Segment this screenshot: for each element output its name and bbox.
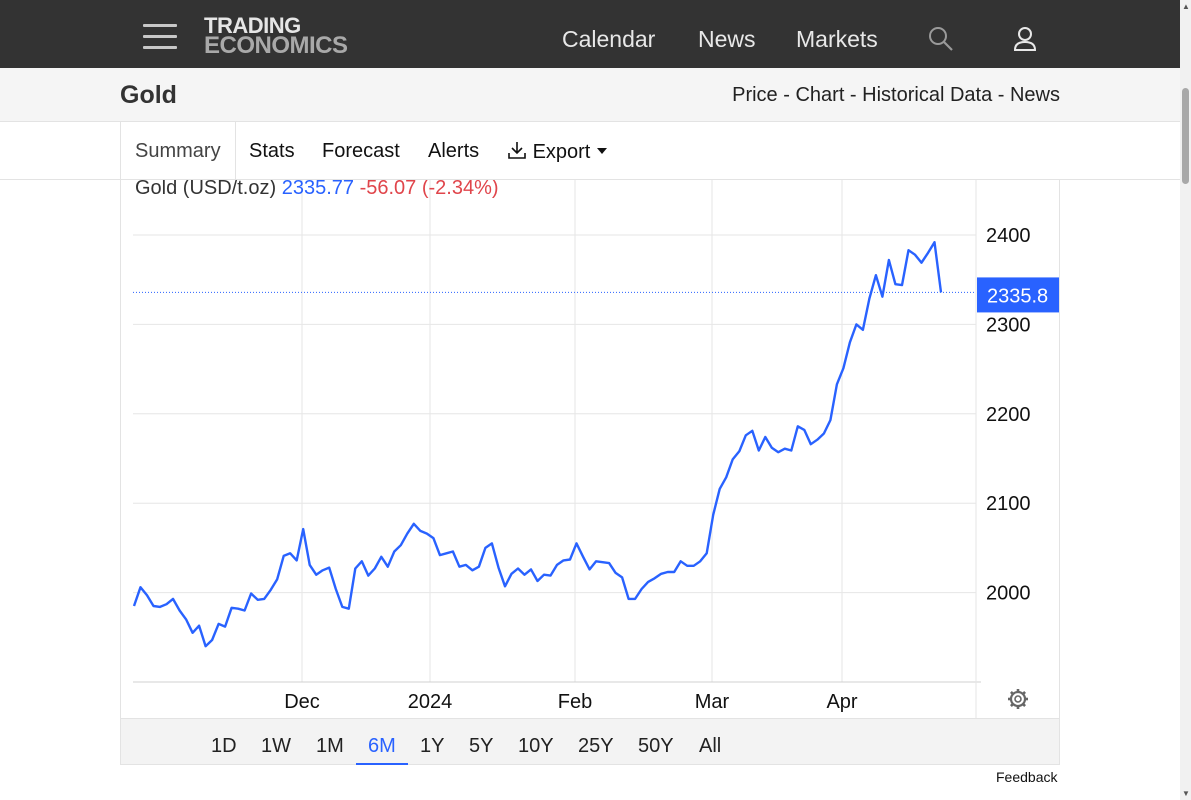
hamburger-menu-icon[interactable] — [143, 24, 177, 50]
price-chart[interactable]: 2000 2100 2200 2300 2400 Dec 2024 Feb Mar Apr 2335… — [121, 180, 1061, 718]
gold-price-line[interactable] — [132, 241, 943, 648]
range-all[interactable]: All — [699, 735, 722, 757]
export-label: Export — [532, 141, 591, 163]
range-1m[interactable]: 1M — [316, 735, 344, 757]
nav-markets[interactable]: Markets — [796, 26, 878, 52]
range-1y[interactable]: 1Y — [420, 735, 445, 757]
x-tick-label: 2024 — [408, 691, 453, 713]
y-tick-label: 2300 — [986, 314, 1031, 336]
x-tick-label: Apr — [826, 691, 857, 713]
caret-down-icon — [596, 148, 607, 154]
y-tick-label: 2200 — [986, 404, 1031, 426]
top-navbar: TRADING ECONOMICS Calendar News Markets — [0, 0, 1180, 68]
quote-name: Gold (USD/t.oz) — [135, 180, 282, 199]
x-tick-label: Mar — [695, 691, 730, 713]
page-header: Gold Price - Chart - Historical Data - N… — [0, 68, 1180, 122]
nav-calendar[interactable]: Calendar — [562, 26, 656, 52]
y-tick-label: 2000 — [986, 583, 1031, 605]
tab-divider — [120, 122, 121, 180]
scroll-down-arrow-icon[interactable]: ▼ — [1182, 789, 1190, 798]
range-1d[interactable]: 1D — [211, 735, 237, 757]
tab-alerts[interactable]: Alerts — [428, 140, 480, 162]
user-icon[interactable] — [1013, 26, 1037, 57]
active-range-indicator — [356, 763, 408, 765]
link-news[interactable]: News — [1009, 84, 1060, 106]
page-scrollbar[interactable]: ▲ ▼ — [1180, 0, 1191, 800]
range-1w[interactable]: 1W — [261, 735, 291, 757]
logo-line-2: ECONOMICS — [204, 32, 348, 59]
range-5y[interactable]: 5Y — [469, 735, 494, 757]
gear-icon[interactable] — [1008, 689, 1028, 709]
quote-price: 2335.77 — [282, 180, 360, 199]
link-historical-data[interactable]: Historical Data — [862, 84, 993, 106]
link-separator: - — [777, 84, 796, 106]
page-title: Gold — [120, 81, 177, 109]
quote-header: Gold (USD/t.oz) 2335.77 -56.07 (-2.34%) — [135, 180, 499, 199]
link-separator: - — [844, 84, 863, 106]
y-tick-label: 2400 — [986, 225, 1031, 247]
quote-change: -56.07 (-2.34%) — [360, 180, 499, 199]
page-links: Price - Chart - Historical Data - News — [732, 84, 1060, 107]
range-10y[interactable]: 10Y — [518, 735, 554, 757]
feedback-link[interactable]: Feedback — [996, 769, 1058, 785]
chart-tabs: Summary Stats Forecast Alerts Export — [0, 122, 1180, 180]
chart-container[interactable]: 2000 2100 2200 2300 2400 Dec 2024 Feb Mar Apr 2335… — [120, 180, 1060, 765]
link-chart[interactable]: Chart — [795, 84, 845, 106]
tab-forecast[interactable]: Forecast — [322, 140, 400, 162]
x-tick-label: Feb — [558, 691, 592, 713]
link-separator: - — [992, 84, 1010, 106]
y-tick-label: 2100 — [986, 493, 1031, 515]
tab-divider — [235, 122, 236, 180]
logo-line-1: TRADING — [204, 13, 301, 38]
search-icon[interactable] — [928, 26, 954, 57]
last-price-badge — [977, 277, 1059, 313]
scrollbar-thumb[interactable] — [1182, 88, 1189, 184]
range-6m[interactable]: 6M — [368, 735, 396, 757]
last-price-label: 2335.8 — [987, 285, 1048, 307]
tab-summary[interactable]: Summary — [135, 140, 221, 162]
download-icon — [508, 142, 526, 159]
tab-export[interactable]: Export — [507, 140, 608, 164]
scroll-up-arrow-icon[interactable]: ▲ — [1182, 2, 1190, 11]
logo[interactable]: TRADING ECONOMICS — [204, 13, 348, 59]
link-price[interactable]: Price — [732, 84, 778, 106]
range-25y[interactable]: 25Y — [578, 735, 614, 757]
x-tick-label: Dec — [284, 691, 320, 713]
range-50y[interactable]: 50Y — [638, 735, 674, 757]
range-selector: 1D 1W 1M 6M 1Y 5Y 10Y 25Y 50Y All — [121, 718, 1059, 764]
tab-stats[interactable]: Stats — [249, 140, 295, 162]
nav-news[interactable]: News — [698, 26, 756, 52]
